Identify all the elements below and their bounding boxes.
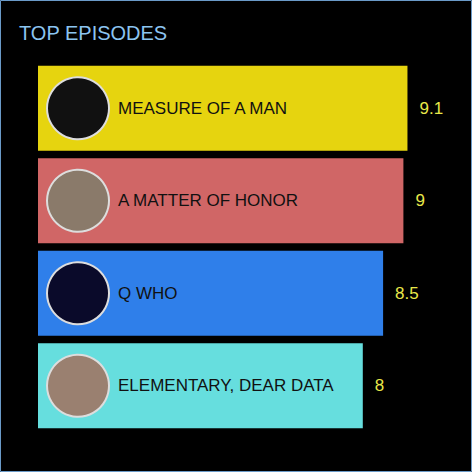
svg-text:A MATTER OF HONOR: A MATTER OF HONOR	[118, 191, 298, 210]
svg-text:MEASURE OF A MAN: MEASURE OF A MAN	[118, 99, 287, 118]
svg-text:9.1: 9.1	[419, 99, 443, 118]
svg-text:Q WHO: Q WHO	[118, 284, 178, 303]
svg-text:8: 8	[375, 376, 384, 395]
svg-text:ELEMENTARY, DEAR DATA: ELEMENTARY, DEAR DATA	[118, 376, 334, 395]
svg-text:8.5: 8.5	[395, 284, 419, 303]
svg-text:TOP EPISODES: TOP EPISODES	[19, 22, 167, 44]
svg-text:9: 9	[415, 191, 424, 210]
